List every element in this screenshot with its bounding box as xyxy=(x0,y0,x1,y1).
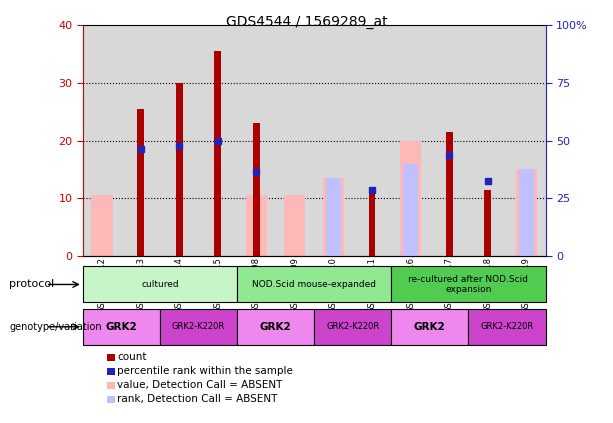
Text: NOD.Scid mouse-expanded: NOD.Scid mouse-expanded xyxy=(252,280,376,289)
Bar xyxy=(519,170,533,256)
Bar xyxy=(91,195,113,256)
Bar xyxy=(83,309,160,345)
Bar xyxy=(403,164,418,256)
Bar xyxy=(237,266,391,302)
Text: cultured: cultured xyxy=(141,280,179,289)
Bar xyxy=(368,192,376,256)
Bar xyxy=(446,132,452,256)
Bar xyxy=(83,266,237,302)
Bar xyxy=(314,309,391,345)
Text: percentile rank within the sample: percentile rank within the sample xyxy=(117,366,293,376)
Bar xyxy=(516,170,537,256)
Text: GRK2-K220R: GRK2-K220R xyxy=(481,322,534,331)
Text: GRK2: GRK2 xyxy=(260,322,291,332)
Bar xyxy=(237,309,314,345)
Bar xyxy=(215,51,221,256)
Bar xyxy=(137,109,144,256)
Text: protocol: protocol xyxy=(9,280,55,289)
Text: GRK2-K220R: GRK2-K220R xyxy=(326,322,379,331)
Bar xyxy=(468,309,546,345)
Bar xyxy=(246,195,267,256)
Bar xyxy=(284,195,305,256)
Text: re-cultured after NOD.Scid
expansion: re-cultured after NOD.Scid expansion xyxy=(408,275,528,294)
Bar xyxy=(323,178,344,256)
Text: GRK2: GRK2 xyxy=(414,322,446,332)
Bar xyxy=(391,309,468,345)
Bar xyxy=(484,190,491,256)
Text: GRK2: GRK2 xyxy=(105,322,137,332)
Bar xyxy=(391,266,546,302)
Text: GDS4544 / 1569289_at: GDS4544 / 1569289_at xyxy=(226,15,387,29)
Bar xyxy=(160,309,237,345)
Text: genotype/variation: genotype/variation xyxy=(9,322,102,332)
Text: value, Detection Call = ABSENT: value, Detection Call = ABSENT xyxy=(117,380,283,390)
Text: count: count xyxy=(117,352,147,363)
Bar xyxy=(326,178,341,256)
Text: GRK2-K220R: GRK2-K220R xyxy=(172,322,225,331)
Bar xyxy=(400,141,421,256)
Text: rank, Detection Call = ABSENT: rank, Detection Call = ABSENT xyxy=(117,394,278,404)
Bar xyxy=(176,83,183,256)
Bar xyxy=(253,124,260,256)
